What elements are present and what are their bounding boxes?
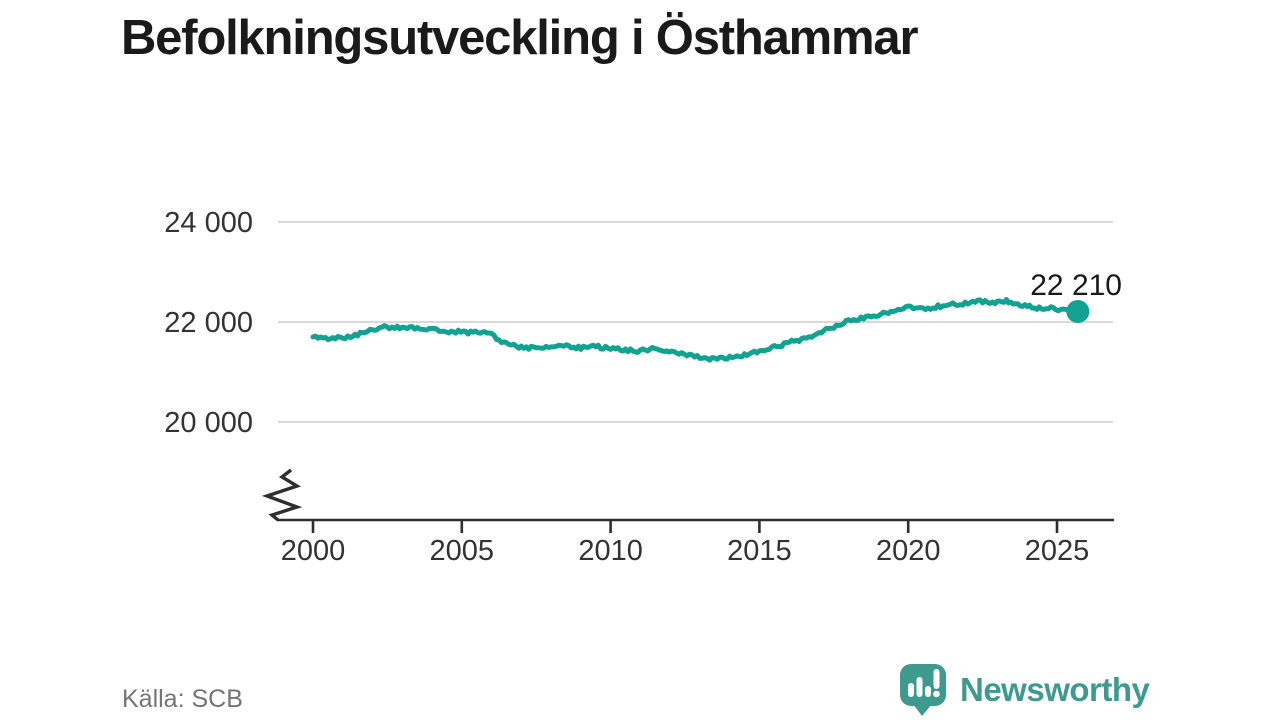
x-tick-label: 2020 [876, 535, 941, 567]
brand-name: Newsworthy [960, 671, 1150, 708]
newsworthy-logo-icon [900, 664, 946, 716]
source-note: Källa: SCB [122, 685, 243, 713]
latest-value-label: 22 210 [1030, 269, 1122, 302]
end-point-marker [1066, 300, 1090, 323]
gridlines [278, 221, 1113, 423]
x-tick-label: 2000 [281, 535, 346, 567]
population-line [310, 297, 1081, 363]
x-tick-label: 2010 [578, 535, 643, 567]
x-tick-label: 2005 [430, 535, 495, 567]
chart-title: Befolkningsutveckling i Östhammar [121, 11, 919, 65]
y-tick-label: 22 000 [164, 307, 253, 339]
y-tick-label: 24 000 [164, 207, 253, 239]
brand-footer: Newsworthy [899, 663, 1150, 717]
y-axis-labels: 24 000 22 000 20 000 [164, 207, 253, 439]
y-tick-label: 20 000 [164, 407, 253, 439]
x-axis: 2000 2005 2010 2015 2020 2025 [277, 518, 1114, 567]
x-tick-label: 2025 [1025, 535, 1090, 567]
x-tick-label: 2015 [727, 535, 792, 567]
axis-break-zigzag [261, 468, 303, 522]
